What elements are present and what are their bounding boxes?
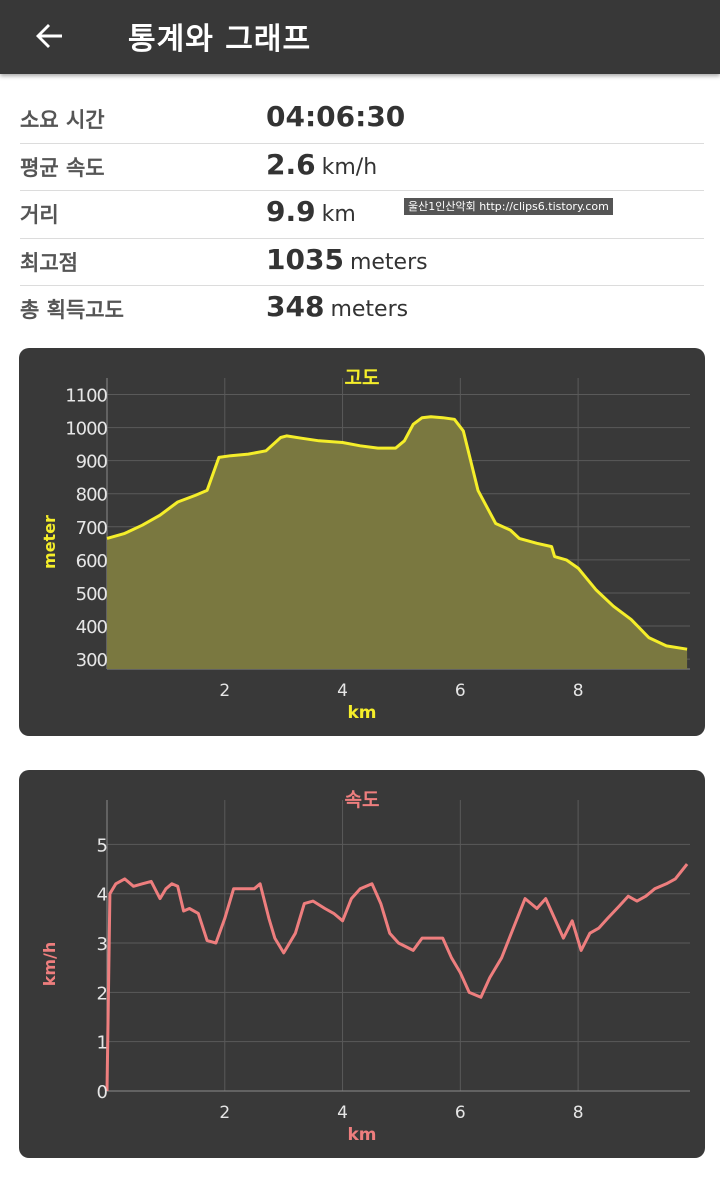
altitude-chart-card: 2 4 6 8 300 400 500 600 700 800 900 1000 1100 고도 km met… xyxy=(19,348,705,736)
series-area xyxy=(107,416,688,669)
stat-row-avg-speed: 평균 속도 2.6 km/h xyxy=(20,144,704,191)
y-tick-label: 900 xyxy=(76,452,108,473)
page-title: 통계와 그래프 xyxy=(128,22,312,57)
x-axis-label: km xyxy=(347,703,376,723)
stat-label: 최고점 xyxy=(20,250,78,275)
y-tick-label: 5 xyxy=(97,835,107,856)
stat-value: 9.9 km xyxy=(266,195,356,228)
stat-number: 04:06:30 xyxy=(266,100,406,133)
stat-row-duration: 소요 시간 04:06:30 xyxy=(20,96,704,144)
y-tick-label: 0 xyxy=(97,1082,108,1103)
stat-label: 총 획득고도 xyxy=(20,298,124,322)
x-tick-label: 2 xyxy=(219,1103,230,1123)
y-axis-label: meter xyxy=(40,515,59,569)
y-tick-label: 2 xyxy=(97,983,107,1004)
altitude-chart: 2 4 6 8 300 400 500 600 700 800 900 1000 1100 고도 km met… xyxy=(40,367,690,723)
x-tick-label: 4 xyxy=(337,681,348,701)
chart-title: 속도 xyxy=(345,789,380,811)
stat-label: 평균 속도 xyxy=(20,155,105,180)
stat-number: 2.6 xyxy=(266,147,316,181)
x-tick-label: 6 xyxy=(455,1103,466,1123)
y-tick-label: 300 xyxy=(76,650,108,671)
stats-list: 소요 시간 04:06:30 평균 속도 2.6 km/h 거리 9.9 km 최고… xyxy=(20,96,704,334)
stat-value: 1035 meters xyxy=(266,243,428,276)
y-tick-label: 700 xyxy=(76,518,108,539)
series-line xyxy=(106,415,688,651)
stat-row-max-altitude: 최고점 1035 meters xyxy=(20,239,704,286)
chart-title: 고도 xyxy=(345,367,380,389)
stat-unit: meters xyxy=(349,249,428,275)
speed-chart-card: 2 4 6 8 0 1 2 3 4 5 속도 km km/h xyxy=(19,770,705,1158)
x-tick-label: 6 xyxy=(455,681,466,701)
stat-number: 9.9 xyxy=(266,195,316,228)
stat-number: 348 xyxy=(266,290,325,323)
y-tick-label: 3 xyxy=(97,934,108,955)
y-tick-label: 800 xyxy=(76,485,108,506)
series-line xyxy=(105,863,689,1092)
back-button[interactable] xyxy=(28,14,72,58)
x-tick-label: 8 xyxy=(573,681,584,701)
y-tick-label: 1 xyxy=(97,1033,107,1054)
x-tick-label: 4 xyxy=(337,1103,348,1123)
y-axis-label: km/h xyxy=(40,942,59,987)
y-tick-label: 4 xyxy=(97,885,108,906)
x-tick-label: 2 xyxy=(219,681,230,701)
stat-value: 2.6 km/h xyxy=(266,148,377,181)
stat-unit: meters xyxy=(330,297,409,322)
y-tick-label: 500 xyxy=(76,584,108,605)
x-axis-label: km xyxy=(347,1125,376,1145)
y-tick-label: 400 xyxy=(76,617,108,638)
stat-value: 348 meters xyxy=(266,290,408,323)
x-tick-label: 8 xyxy=(573,1103,584,1123)
arrow-left-icon xyxy=(36,24,62,48)
stat-number: 1035 xyxy=(266,242,344,276)
stat-row-distance: 거리 9.9 km xyxy=(20,191,704,239)
y-tick-label: 1000 xyxy=(65,419,107,440)
stat-label: 소요 시간 xyxy=(20,108,105,132)
y-tick-label: 1100 xyxy=(65,386,107,407)
watermark-label: 울산1인산악회 http://clips6.tistory.com xyxy=(404,198,613,215)
stat-label: 거리 xyxy=(20,203,59,227)
stat-unit: km xyxy=(321,202,356,227)
stat-row-total-ascent: 총 획득고도 348 meters xyxy=(20,286,704,334)
app-bar: 통계와 그래프 xyxy=(0,0,720,74)
stat-value: 04:06:30 xyxy=(266,100,405,133)
y-tick-label: 600 xyxy=(76,551,108,572)
speed-chart: 2 4 6 8 0 1 2 3 4 5 속도 km km/h xyxy=(40,789,690,1145)
stat-unit: km/h xyxy=(321,154,378,180)
